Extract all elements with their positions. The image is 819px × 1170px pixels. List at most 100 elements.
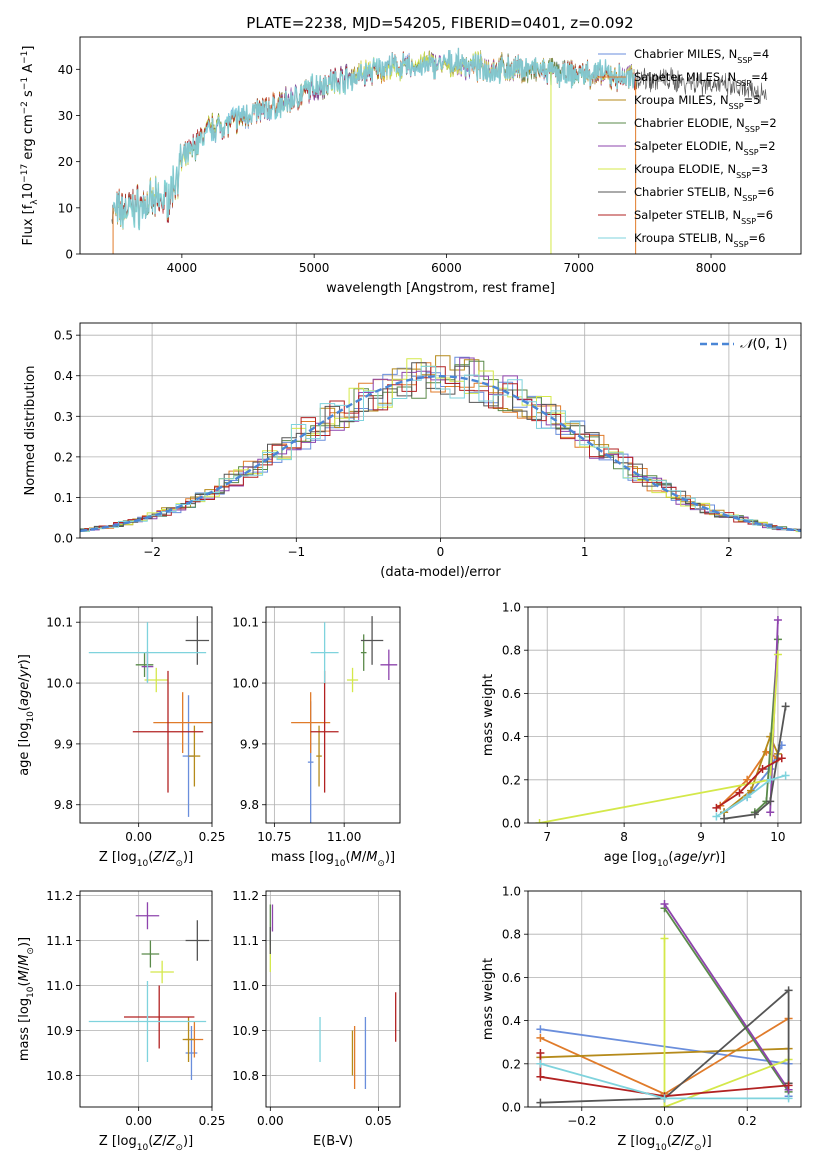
y-tick-label: 10.0	[46, 677, 73, 691]
y-tick-label: 10	[58, 201, 73, 215]
weight-vs-Z-series	[536, 899, 793, 1107]
legend-entry: Chabrier ELODIE, NSSP=2	[634, 116, 777, 134]
y-tick-label: 0.4	[54, 369, 73, 383]
mass-vs-Z-points	[88, 902, 210, 1080]
age-vs-mass-frame	[265, 606, 401, 824]
y-tick-label: 0.0	[502, 817, 521, 831]
weight-marker	[784, 1094, 793, 1103]
y-tick-label: 10.8	[46, 1069, 73, 1083]
y-tick-label: 11.1	[46, 934, 73, 948]
y-tick-label: 9.9	[240, 737, 259, 751]
weight-marker	[735, 788, 744, 797]
weight-series-line	[663, 903, 790, 1091]
y-tick-label: 0.6	[502, 971, 521, 985]
y-tick-label: 11.0	[232, 979, 259, 993]
spectrum-lines	[111, 47, 767, 254]
weight-marker	[720, 814, 729, 823]
age-vs-mass-axes: 10.75 11.00 9.8 9.9 10.0 10.1	[232, 607, 400, 844]
weight-series-line	[663, 938, 789, 1107]
legend-entry: 𝒩(0, 1)	[740, 337, 787, 352]
errorbar-point	[141, 940, 160, 968]
spectrum-frame	[79, 36, 802, 255]
weight-vs-Z-ylabel: mass weight	[481, 958, 496, 1040]
histogram-step-line	[80, 365, 801, 532]
weight-marker	[536, 1059, 545, 1068]
weight-vs-age-xlabel: age [log10(age/yr)]	[604, 850, 726, 869]
y-tick-label: 0.2	[502, 1057, 521, 1071]
histogram-step-line	[80, 362, 801, 532]
y-tick-label: 0.2	[502, 773, 521, 787]
errorbar-point	[153, 692, 212, 754]
y-tick-label: 0.5	[54, 329, 73, 343]
weight-series-line	[723, 706, 787, 820]
weight-marker	[536, 1072, 545, 1081]
spectrum-ylabel: Flux [fλ10−17 erg cm−2 s−1 A−1]	[20, 46, 40, 246]
x-tick-label: 0	[437, 545, 445, 559]
x-tick-label: 0.25	[199, 1114, 226, 1128]
legend-entry: Chabrier MILES, NSSP=4	[634, 47, 769, 65]
x-tick-label: 1	[581, 545, 589, 559]
y-tick-label: 40	[58, 63, 73, 77]
errorbar-point	[185, 920, 210, 961]
errorbar-point	[360, 616, 384, 665]
spectrum-axes: 4000 5000 6000 7000 8000 0 10 20 30 40	[58, 63, 727, 275]
x-tick-label: 9	[697, 830, 705, 844]
x-tick-label: −0.2	[567, 1114, 596, 1128]
errorbar-point	[310, 670, 339, 793]
age-vs-Z-axes: 0.00 0.25 9.8 9.9 10.0 10.1	[46, 607, 225, 844]
residuals-frame	[79, 322, 802, 539]
y-tick-label: 0.6	[502, 687, 521, 701]
weight-marker	[777, 754, 786, 763]
weight-marker	[766, 797, 775, 806]
errorbar-point	[88, 981, 207, 1062]
y-tick-label: 1.0	[502, 601, 521, 615]
x-tick-label: −2	[143, 545, 161, 559]
weight-marker	[773, 615, 782, 624]
weight-vs-age-frame	[527, 606, 802, 824]
weight-series-line	[540, 988, 790, 1104]
weight-marker	[766, 775, 775, 784]
x-tick-label: 0.25	[199, 830, 226, 844]
weight-marker	[781, 702, 790, 711]
legend-entry: Kroupa STELIB, NSSP=6	[634, 231, 765, 249]
errorbar-point	[291, 692, 331, 754]
legend-entry: Chabrier STELIB, NSSP=6	[634, 185, 774, 203]
spectrum-xlabel: wavelength [Angstrom, rest frame]	[326, 281, 555, 296]
legend-entry: Kroupa ELODIE, NSSP=3	[634, 162, 768, 180]
errorbar-point	[316, 725, 322, 787]
x-tick-label: 0.00	[257, 1114, 284, 1128]
y-tick-label: 10.9	[46, 1024, 73, 1038]
weight-vs-age-axes: 7 8 9 10 0.0 0.2 0.4 0.6 0.8 1.0	[502, 601, 801, 844]
x-tick-label: 0.2	[738, 1114, 757, 1128]
weight-marker	[536, 1025, 545, 1034]
figure-title: PLATE=2238, MJD=54205, FIBERID=0401, z=0…	[246, 14, 633, 32]
y-tick-label: 0.8	[502, 928, 521, 942]
errorbar-point	[182, 1017, 195, 1062]
weight-marker	[766, 808, 775, 817]
y-tick-label: 0.0	[54, 532, 73, 546]
y-tick-label: 0.4	[502, 730, 521, 744]
x-tick-label: 10.75	[257, 830, 291, 844]
errorbar-point	[188, 725, 201, 787]
x-tick-label: 0.0	[655, 1114, 674, 1128]
weight-marker	[773, 650, 782, 659]
x-tick-label: 10	[770, 830, 785, 844]
mass-vs-Z-axes: 0.00 0.25 10.8 10.9 11.0 11.1 11.2	[46, 889, 225, 1128]
age-vs-Z-ylabel: age [log10(age/yr)]	[17, 654, 36, 776]
weight-marker	[750, 810, 759, 819]
mass-vs-ebv-points	[269, 904, 397, 1089]
weight-marker	[536, 1098, 545, 1107]
x-tick-label: 2	[725, 545, 733, 559]
x-tick-label: 5000	[299, 261, 330, 275]
x-tick-label: 7	[543, 830, 551, 844]
mass-vs-Z-ylabel: mass [log10(M/M⊙)]	[17, 937, 36, 1061]
errorbar-point	[124, 985, 195, 1049]
y-tick-label: 11.1	[232, 934, 259, 948]
mass-vs-Z-frame	[79, 890, 213, 1108]
weight-marker	[660, 1103, 669, 1107]
y-tick-label: 0.2	[54, 450, 73, 464]
residuals-axes: −2 −1 0 1 2 0.0 0.1 0.2 0.3 0.4 0.5	[54, 323, 801, 559]
errorbar-point	[135, 652, 154, 677]
x-tick-label: 8	[620, 830, 628, 844]
weight-marker	[660, 934, 669, 943]
